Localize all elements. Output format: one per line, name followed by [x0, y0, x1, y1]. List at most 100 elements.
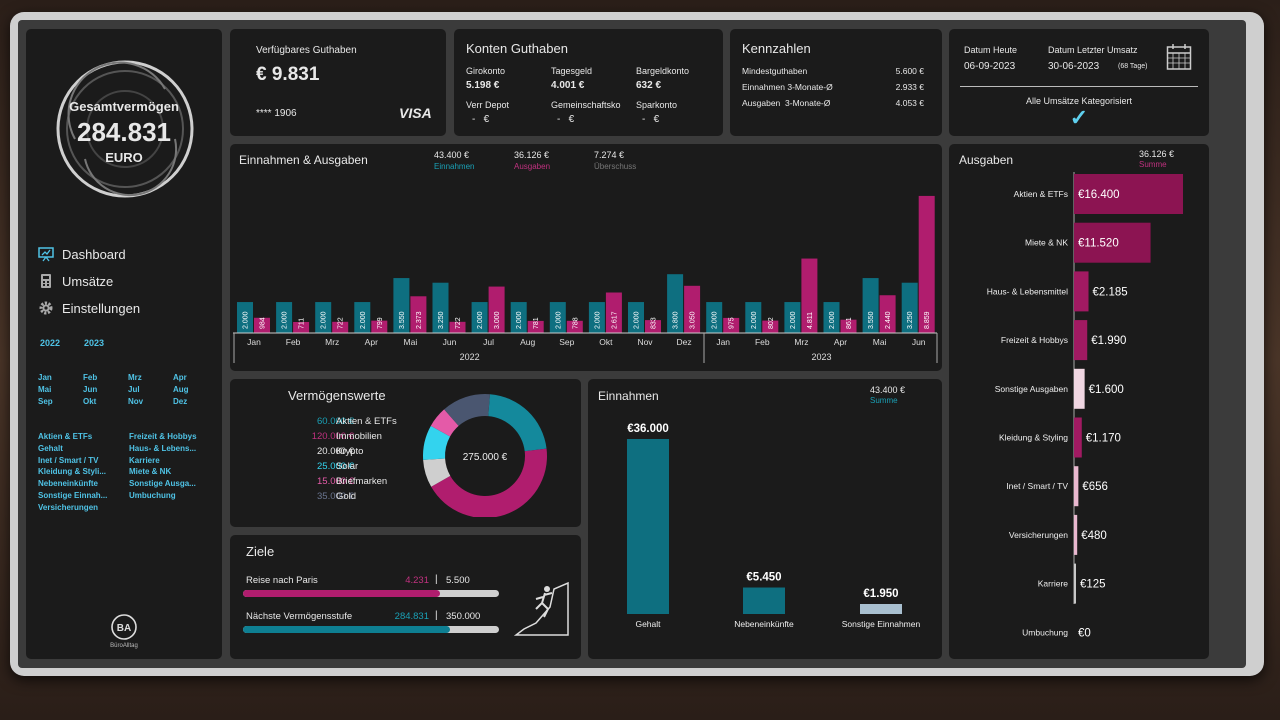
sum-expense-value: 36.126 €	[514, 150, 550, 160]
expense-bar-value: €1.600	[1089, 384, 1124, 396]
category-filter-item[interactable]: Freizeit & Hobbys	[129, 432, 197, 441]
expense-bar	[684, 285, 701, 333]
bar-value-label: 2.440	[885, 311, 892, 329]
month-tick-label: Nov	[637, 337, 653, 347]
asset-label: Gold	[336, 491, 357, 502]
gear-icon	[39, 301, 53, 315]
month-filter-1[interactable]: Jan	[38, 373, 52, 382]
category-filter-item[interactable]: Versicherungen	[38, 502, 99, 512]
month-filter-12[interactable]: Dez	[173, 397, 188, 406]
expense-category-bar	[1074, 514, 1078, 555]
income-bar	[823, 302, 840, 333]
income-category-label: Sonstige Einnahmen	[842, 619, 921, 629]
account-value: 632 €	[636, 80, 662, 91]
income-bar-chart: €36.000 Gehalt €5.450 Nebeneinkünfte €1.950 S…	[627, 423, 921, 629]
expense-category-bar	[1074, 466, 1079, 507]
goal-progress-bar	[243, 590, 499, 597]
bar-value-label: 2.000	[282, 311, 289, 329]
days-since-last: (68 Tage)	[1118, 63, 1148, 70]
sum-income-value: 43.400 €	[434, 150, 470, 160]
category-filter-item[interactable]: Sonstige Ausga...	[129, 479, 196, 489]
month-tick-label: Feb	[755, 337, 770, 347]
expense-category-label: Kleidung & Styling	[999, 433, 1068, 443]
month-filter-11[interactable]: Nov	[128, 397, 144, 406]
category-filter-item[interactable]: Umbuchung	[129, 491, 176, 500]
income-bar	[667, 274, 684, 333]
category-filter-item[interactable]: Haus- & Lebens...	[129, 443, 197, 453]
month-filter-7[interactable]: Jul	[128, 385, 140, 394]
expenses-panel: Ausgaben 36.126 € Summe Aktien & ETFs €16…	[949, 144, 1209, 659]
expense-category-label: Sonstige Ausgaben	[995, 384, 1069, 394]
month-tick-label: Jul	[483, 337, 494, 347]
month-filter-2[interactable]: Feb	[83, 373, 98, 382]
kpi-value: 4.053 €	[895, 98, 924, 108]
category-filter-item[interactable]: Karriere	[129, 455, 160, 465]
nav-umsaetze[interactable]: Umsätze	[38, 273, 113, 289]
bar-value-label: 2.373	[416, 311, 423, 329]
year-filter-2023[interactable]: 2023	[84, 338, 105, 348]
category-filter-item[interactable]: Sonstige Einnah...	[38, 491, 108, 500]
bar-value-label: 4.811	[807, 312, 814, 329]
month-tick-label: Apr	[365, 337, 378, 347]
category-filter-item[interactable]: Kleidung & Styli...	[38, 467, 107, 477]
sum-surplus-value: 7.274 €	[594, 150, 625, 160]
bar-value-label: 2.000	[321, 311, 328, 329]
bar-value-label: 975	[729, 317, 736, 329]
dates-panel: Datum Heute 06-09-2023 Datum Letzter Ums…	[949, 29, 1209, 136]
balance-card: Verfügbares Guthaben € 9.831 **** 1906 V…	[230, 29, 446, 136]
expense-category-label: Aktien & ETFs	[1014, 189, 1068, 199]
bar-value-label: 2.000	[829, 311, 836, 329]
expense-bar	[605, 292, 622, 333]
climber-icon	[514, 581, 569, 636]
bar-value-label: 3.250	[438, 311, 445, 329]
income-category-bar	[860, 604, 902, 614]
expense-bar-value: €11.520	[1078, 238, 1119, 250]
expense-bar	[918, 195, 935, 333]
asset-label: Solar	[336, 461, 359, 472]
month-filter-5[interactable]: Mai	[38, 385, 52, 394]
bar-value-label: 2.000	[555, 311, 562, 329]
expense-bar	[840, 319, 857, 333]
logo-caption: BüroAlltag	[110, 643, 138, 649]
donut-slice	[423, 458, 451, 487]
month-filter-6[interactable]: Jun	[83, 385, 98, 394]
account-label: Verr Depot	[466, 100, 510, 110]
balance-label: Verfügbares Guthaben	[256, 45, 357, 56]
bar-value-label: 2.000	[751, 311, 758, 329]
goal-progress-fill	[243, 590, 441, 597]
nav-einstellungen[interactable]: Einstellungen	[38, 300, 140, 316]
nav-dashboard[interactable]: Dashboard	[38, 246, 126, 262]
kpi-panel: Kennzahlen Mindestguthaben 5.600 € Einnahm…	[730, 29, 942, 136]
account-value: - €	[557, 114, 575, 125]
goal-progress-fill	[243, 626, 451, 633]
month-filter-9[interactable]: Sep	[38, 397, 53, 406]
expense-bar	[527, 320, 544, 333]
income-bar	[901, 282, 918, 333]
kpi-value: 5.600 €	[895, 66, 924, 76]
category-filter-item[interactable]: Nebeneinkünfte	[38, 479, 99, 489]
balance-value: € 9.831	[256, 64, 320, 85]
category-filter-item[interactable]: Gehalt	[38, 443, 63, 453]
month-filter-8[interactable]: Aug	[173, 385, 189, 394]
year-group-label: 2022	[460, 352, 480, 362]
category-filter-item[interactable]: Aktien & ETFs	[38, 432, 93, 441]
goal-progress-bar	[243, 626, 499, 633]
goal-label: Nächste Vermögensstufe	[246, 611, 353, 622]
month-filter-3[interactable]: Mrz	[128, 373, 142, 382]
account-label: Bargeldkonto	[636, 66, 690, 76]
income-bar	[432, 282, 449, 333]
month-filter-4[interactable]: Apr	[173, 373, 187, 382]
year-filter-2022[interactable]: 2022	[40, 338, 61, 348]
bar-value-label: 861	[846, 317, 853, 329]
category-filter-item[interactable]: Miete & NK	[129, 467, 172, 477]
expense-category-label: Karriere	[1038, 579, 1069, 589]
asset-value: 120.000 €	[311, 431, 354, 442]
category-filter-item[interactable]: Inet / Smart / TV	[38, 455, 99, 465]
month-filter-10[interactable]: Okt	[83, 397, 97, 406]
sum-income-label: Einnahmen	[434, 162, 475, 171]
income-category-bar	[743, 587, 785, 614]
expense-category-label: Haus- & Lebensmittel	[987, 286, 1068, 296]
nav-einstellungen-label: Einstellungen	[62, 300, 141, 316]
goal-current: 284.831	[394, 611, 429, 622]
chart-presentation-icon	[38, 247, 54, 262]
